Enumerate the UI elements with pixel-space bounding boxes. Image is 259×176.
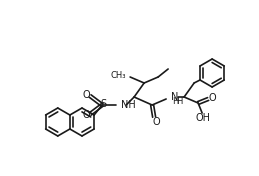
Text: O: O [82, 90, 90, 100]
Text: H: H [172, 96, 178, 105]
Text: OH: OH [196, 113, 211, 123]
Text: S: S [100, 99, 106, 109]
Text: CH₃: CH₃ [111, 71, 126, 80]
Text: O: O [82, 110, 90, 120]
Text: O: O [208, 93, 216, 103]
Text: O: O [152, 117, 160, 127]
Text: H: H [176, 98, 183, 106]
Text: NH: NH [121, 100, 136, 110]
Text: N: N [171, 92, 178, 102]
